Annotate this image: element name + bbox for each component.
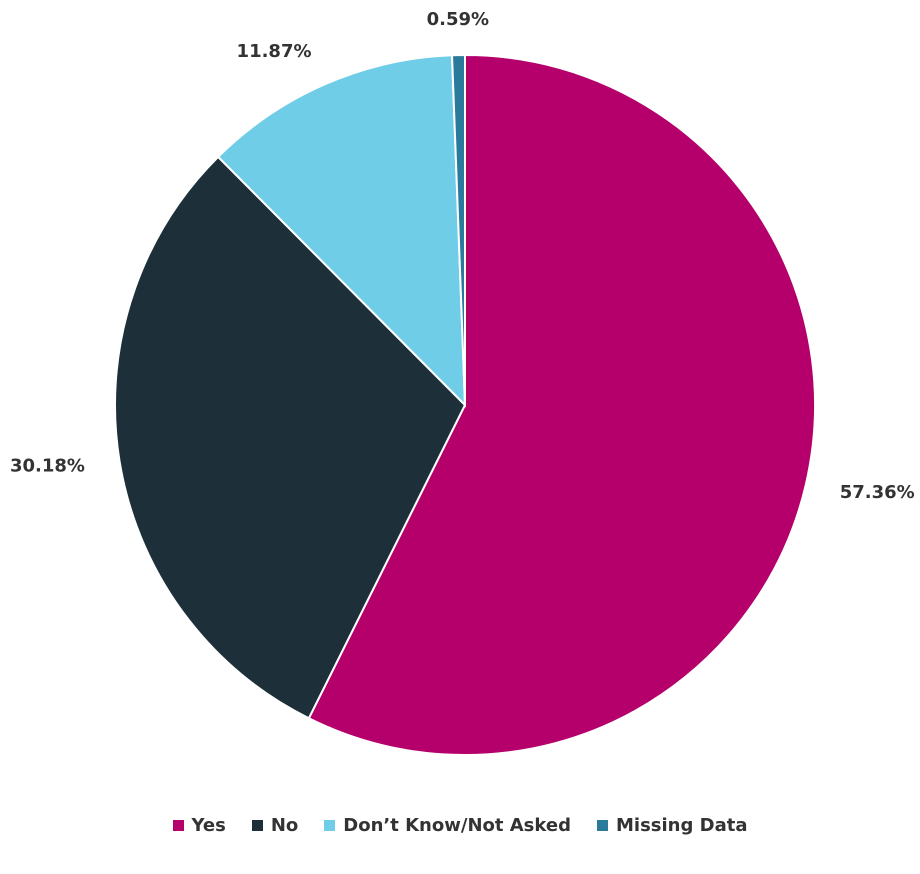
pie-slice — [216, 54, 467, 408]
legend-item: No — [251, 815, 299, 836]
legend-swatch — [324, 820, 336, 831]
data-label: 0.59% — [427, 9, 489, 30]
legend-swatch — [596, 820, 608, 831]
legend-label: Don’t Know/Not Asked — [343, 815, 571, 836]
legend: Yes No Don’t Know/Not Asked Missing Data — [0, 815, 920, 836]
legend-label: Missing Data — [615, 815, 748, 836]
pie-slice — [114, 155, 467, 720]
data-label: 30.18% — [10, 455, 85, 476]
pie-slice — [450, 53, 466, 406]
pie-slice — [307, 53, 816, 756]
legend-swatch — [251, 820, 263, 831]
legend-item: Don’t Know/Not Asked — [324, 815, 571, 836]
legend-label: No — [270, 815, 299, 836]
data-label: 57.36% — [840, 482, 915, 503]
legend-item: Yes — [172, 815, 226, 836]
data-label: 11.87% — [237, 41, 312, 62]
legend-label: Yes — [191, 815, 226, 836]
chart: 57.36% 30.18% 11.87% 0.59% — [10, 9, 915, 756]
legend-swatch — [172, 820, 184, 831]
legend-item: Missing Data — [596, 815, 748, 836]
